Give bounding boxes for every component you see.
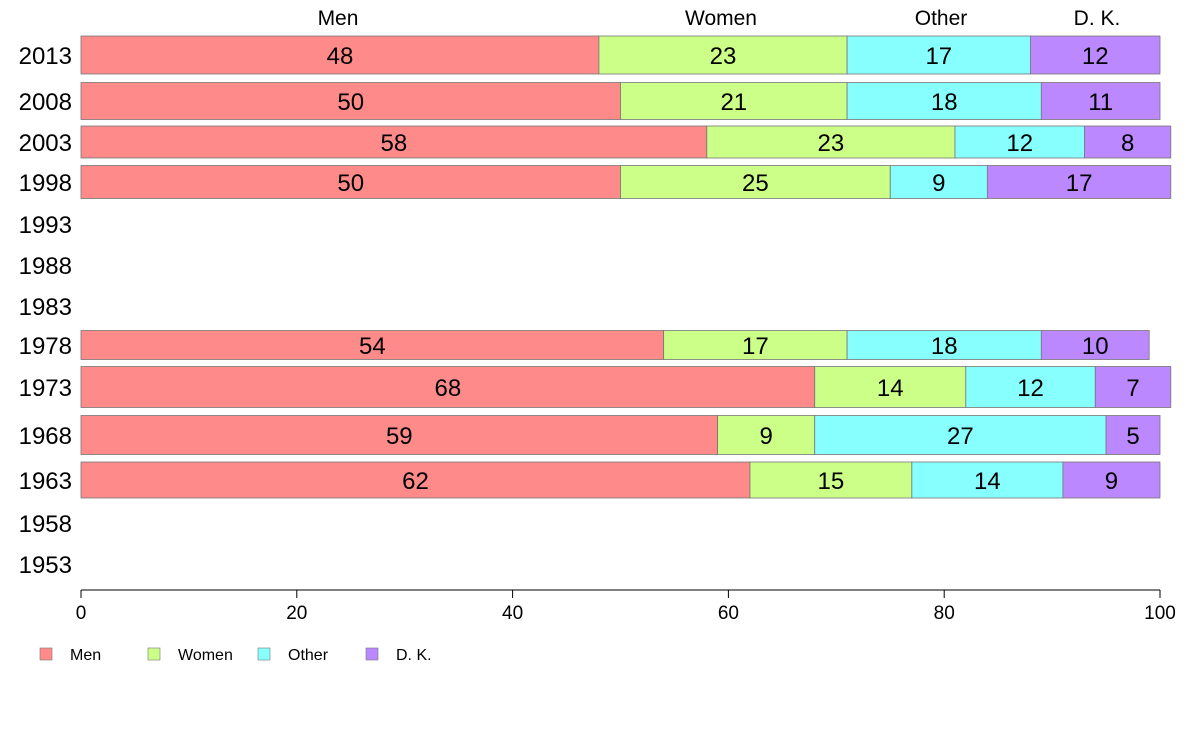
y-tick-label: 1983	[19, 294, 72, 321]
bar-value-label: 59	[386, 423, 413, 450]
y-tick-label: 1958	[19, 511, 72, 538]
bar-segment	[80, 82, 621, 120]
bar-segment	[1105, 415, 1161, 455]
bar-value-label: 12	[1017, 375, 1044, 402]
bar-segment	[1040, 330, 1150, 360]
bar-segment	[814, 366, 967, 408]
x-tick-label: 80	[934, 603, 955, 624]
legend-label: Other	[288, 647, 329, 664]
y-tick-label: 2013	[19, 43, 72, 70]
bar-value-label: 14	[877, 375, 904, 402]
legend-swatch	[147, 647, 161, 661]
bar-value-label: 9	[1105, 468, 1118, 495]
bar-value-label: 68	[435, 375, 462, 402]
bar-value-label: 50	[337, 89, 364, 116]
bar-value-label: 12	[1082, 43, 1109, 70]
bar-value-label: 9	[759, 423, 772, 450]
bar-value-label: 10	[1082, 333, 1109, 360]
bar-segment	[846, 330, 1042, 360]
bar-segment	[80, 165, 621, 199]
bar-segment	[620, 165, 891, 199]
bar-value-label: 21	[720, 89, 747, 116]
bar-segment	[598, 35, 848, 75]
bar-segment	[80, 461, 751, 499]
bar-value-label: 23	[818, 130, 845, 157]
bar-segment	[1062, 461, 1161, 499]
bar-segment	[80, 415, 719, 455]
y-tick-label: 1988	[19, 253, 72, 280]
bar-segment	[706, 125, 956, 159]
legend: Men Women Other D. K.	[39, 647, 432, 664]
x-tick-label: 0	[76, 603, 87, 624]
legend-label: Women	[178, 647, 233, 664]
bar-value-label: 58	[381, 130, 408, 157]
bar-segment	[846, 35, 1031, 75]
bar-value-label: 48	[327, 43, 354, 70]
bar-value-label: 17	[742, 333, 769, 360]
y-tick-label: 1998	[19, 170, 72, 197]
x-tick-label: 20	[286, 603, 307, 624]
bar-value-label: 18	[931, 333, 958, 360]
legend-label: D. K.	[396, 647, 432, 664]
bar-value-label: 62	[402, 468, 429, 495]
top-series-label: D. K.	[1074, 7, 1121, 30]
bar-segment	[814, 415, 1107, 455]
x-tick-label: 40	[502, 603, 523, 624]
bar-value-label: 25	[742, 170, 769, 197]
y-axis-labels: 2013 2008 2003 1998 1993 1988 1983 1978 1973 1968…	[19, 43, 72, 579]
y-tick-label: 1993	[19, 212, 72, 239]
bar-segment	[80, 35, 600, 75]
top-series-label: Other	[915, 7, 968, 30]
legend-swatch	[39, 647, 53, 661]
y-tick-label: 2008	[19, 89, 72, 116]
bar-segment	[965, 366, 1096, 408]
bar-value-label: 14	[974, 468, 1001, 495]
bar-segment	[1094, 366, 1172, 408]
legend-swatch	[257, 647, 271, 661]
bar-segment	[80, 125, 708, 159]
bar-segment	[911, 461, 1064, 499]
bar-value-label: 9	[932, 170, 945, 197]
top-series-label: Women	[685, 7, 757, 30]
top-series-labels: Men Women Other D. K.	[318, 7, 1121, 30]
bar-value-label: 23	[710, 43, 737, 70]
bars-layer: 48 23 17 12 50 21 18 11 58 23 12 8 50 25 9 17 54 17 18 10 68…	[80, 35, 1172, 499]
bar-segment	[620, 82, 848, 120]
x-axis: 0 20 40 60 80 100	[76, 589, 1176, 624]
bar-value-label: 5	[1126, 423, 1139, 450]
bar-value-label: 54	[359, 333, 386, 360]
y-tick-label: 1973	[19, 375, 72, 402]
bar-segment	[80, 330, 665, 360]
bar-value-label: 8	[1121, 130, 1134, 157]
bar-segment	[846, 82, 1042, 120]
bar-segment	[663, 330, 848, 360]
bar-segment	[1030, 35, 1161, 75]
bar-value-label: 50	[337, 170, 364, 197]
legend-swatch	[365, 647, 379, 661]
bar-value-label: 27	[947, 423, 974, 450]
bar-segment	[80, 366, 816, 408]
y-tick-label: 1963	[19, 468, 72, 495]
bar-segment	[986, 165, 1172, 199]
bar-segment	[1084, 125, 1172, 159]
top-series-label: Men	[318, 7, 359, 30]
y-tick-label: 1953	[19, 552, 72, 579]
legend-label: Men	[70, 647, 101, 664]
x-tick-label: 100	[1144, 603, 1176, 624]
y-tick-label: 1968	[19, 423, 72, 450]
bar-value-label: 11	[1088, 89, 1113, 116]
y-tick-label: 2003	[19, 130, 72, 157]
bar-value-label: 17	[925, 43, 952, 70]
x-tick-label: 60	[718, 603, 739, 624]
bar-value-label: 7	[1126, 375, 1139, 402]
bar-value-label: 15	[818, 468, 845, 495]
bar-segment	[1040, 82, 1161, 120]
y-tick-label: 1978	[19, 333, 72, 360]
bar-value-label: 18	[931, 89, 958, 116]
bar-value-label: 17	[1066, 170, 1093, 197]
bar-value-label: 12	[1006, 130, 1033, 157]
